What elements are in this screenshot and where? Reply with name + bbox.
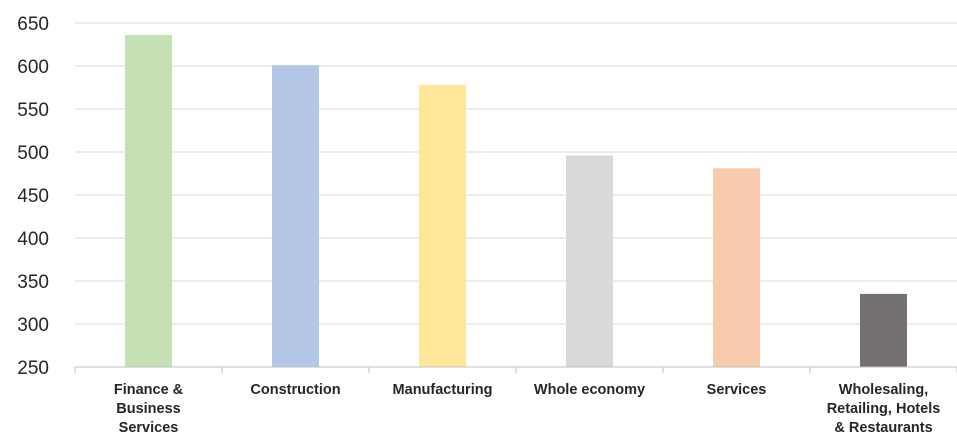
x-category-label: Finance & Business Services: [114, 382, 184, 436]
bar: [860, 293, 907, 367]
x-category-label-line: Business: [116, 401, 180, 417]
x-category-label: Whole economy: [534, 382, 645, 398]
bar: [272, 65, 319, 367]
x-category-label-line: Finance &: [114, 382, 184, 398]
y-tick-label: 550: [17, 100, 49, 121]
x-category-label-line: Services: [707, 382, 767, 398]
x-category-label: Construction: [250, 382, 340, 398]
y-tick-label: 450: [17, 186, 49, 207]
x-category-label-line: Manufacturing: [393, 382, 493, 398]
y-tick-label: 250: [17, 358, 49, 379]
x-category-label-line: Services: [119, 420, 179, 436]
y-tick-label: 400: [17, 229, 49, 250]
y-tick-label: 500: [17, 143, 49, 164]
gridlines: [75, 22, 957, 325]
y-tick-label: 600: [17, 57, 49, 78]
x-category-label: Wholesaling, Retailing, Hotels & Restauran…: [827, 382, 941, 436]
y-axis-tick-labels: 250 300 350 400 450 500 550 600 650: [17, 14, 49, 379]
x-category-label-line: Wholesaling,: [839, 382, 928, 398]
bar: [419, 84, 466, 368]
x-category-label-line: Whole economy: [534, 382, 645, 398]
x-axis: [74, 366, 957, 373]
x-category-label-line: & Restaurants: [834, 420, 932, 436]
bar: [566, 155, 613, 367]
y-tick-label: 350: [17, 272, 49, 293]
x-category-label-line: Construction: [250, 382, 340, 398]
bar: [125, 35, 172, 367]
x-axis-category-labels: Finance & Business Services Construction Man…: [114, 382, 940, 436]
x-category-label: Manufacturing: [393, 382, 493, 398]
bars: [125, 35, 907, 368]
bar: [713, 168, 760, 367]
x-category-label-line: Retailing, Hotels: [827, 401, 941, 417]
y-tick-label: 650: [17, 14, 49, 35]
y-tick-label: 300: [17, 315, 49, 336]
x-category-label: Services: [707, 382, 767, 398]
